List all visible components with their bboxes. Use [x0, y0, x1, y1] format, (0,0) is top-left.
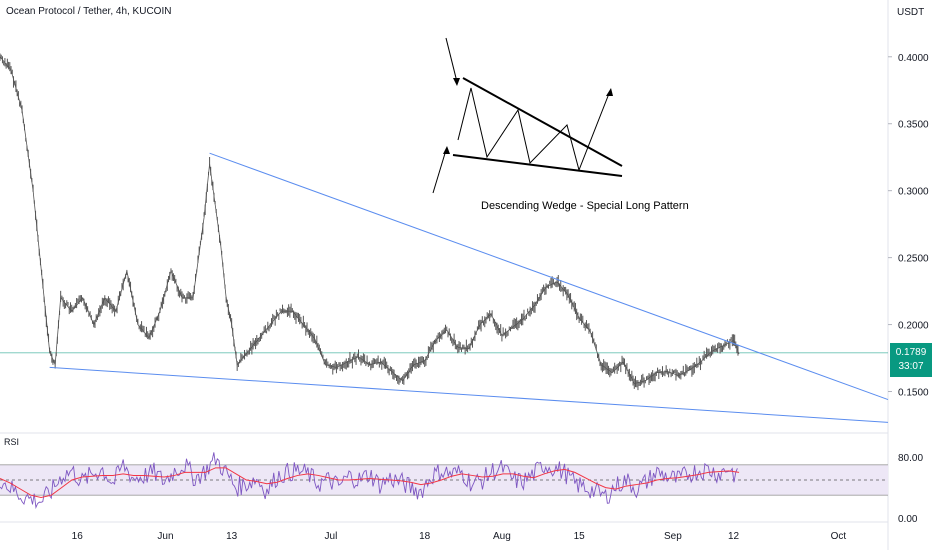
rsi-tick-label: 0.00 — [898, 514, 918, 525]
x-tick-label: 13 — [226, 531, 238, 542]
x-tick-label: 16 — [72, 531, 84, 542]
x-tick-label: Jun — [157, 531, 173, 542]
x-tick-label: Aug — [493, 531, 511, 542]
trendlines[interactable] — [49, 152, 889, 423]
x-tick-label: 15 — [574, 531, 586, 542]
price-line — [0, 56, 740, 384]
support-arrow-shaft — [432, 149, 447, 194]
y-tick-label: 0.4000 — [898, 53, 929, 64]
y-tick-label: 0.2500 — [898, 254, 929, 265]
wedge-upper-line — [462, 77, 623, 167]
grid — [0, 0, 889, 550]
x-tick-label: Sep — [664, 531, 682, 542]
rsi-tick-label: 80.00 — [898, 453, 923, 464]
current-price-value: 0.1789 — [895, 347, 927, 358]
y-tick-label: 0.1500 — [898, 388, 929, 399]
wedge-trendline — [49, 366, 889, 423]
entry-arrow-shaft — [445, 37, 458, 83]
x-tick-label: Oct — [831, 531, 847, 542]
rsi-ma-line — [0, 467, 740, 498]
x-tick-label: 12 — [728, 531, 740, 542]
y-tick-label: 0.3000 — [898, 187, 929, 198]
x-tick-label: Jul — [325, 531, 338, 542]
price-series — [0, 53, 740, 391]
rsi-label: RSI — [4, 437, 20, 447]
support-arrow-head — [443, 146, 450, 154]
wedge-lower-line — [452, 154, 623, 177]
wedge-trendline — [209, 152, 889, 401]
rsi-pane — [0, 452, 888, 510]
rsi-line — [0, 452, 738, 510]
wedge-zigzag — [457, 87, 611, 172]
y-tick-label: 0.2000 — [898, 321, 929, 332]
y-axis-unit: USDT — [897, 7, 925, 18]
current-price-badge[interactable]: 0.1789 33:07 — [890, 343, 932, 377]
y-axis[interactable]: 0.4000 0.3500 0.3000 0.2500 0.2000 0.1500 80.0… — [888, 53, 929, 525]
chart-title: Ocean Protocol / Tether, 4h, KUCOIN — [6, 6, 172, 17]
x-axis[interactable]: 16 Jun 13 Jul 18 Aug 15 Sep 12 Oct — [72, 531, 847, 542]
y-tick-label: 0.3500 — [898, 120, 929, 131]
wedge-annotation: Descending Wedge - Special Long Pattern — [481, 200, 689, 212]
candle-countdown: 33:07 — [898, 361, 924, 372]
wedge-pattern-sketch — [432, 37, 623, 194]
x-tick-label: 18 — [419, 531, 431, 542]
entry-arrow-head — [453, 78, 460, 86]
breakout-arrow-head — [606, 88, 613, 96]
